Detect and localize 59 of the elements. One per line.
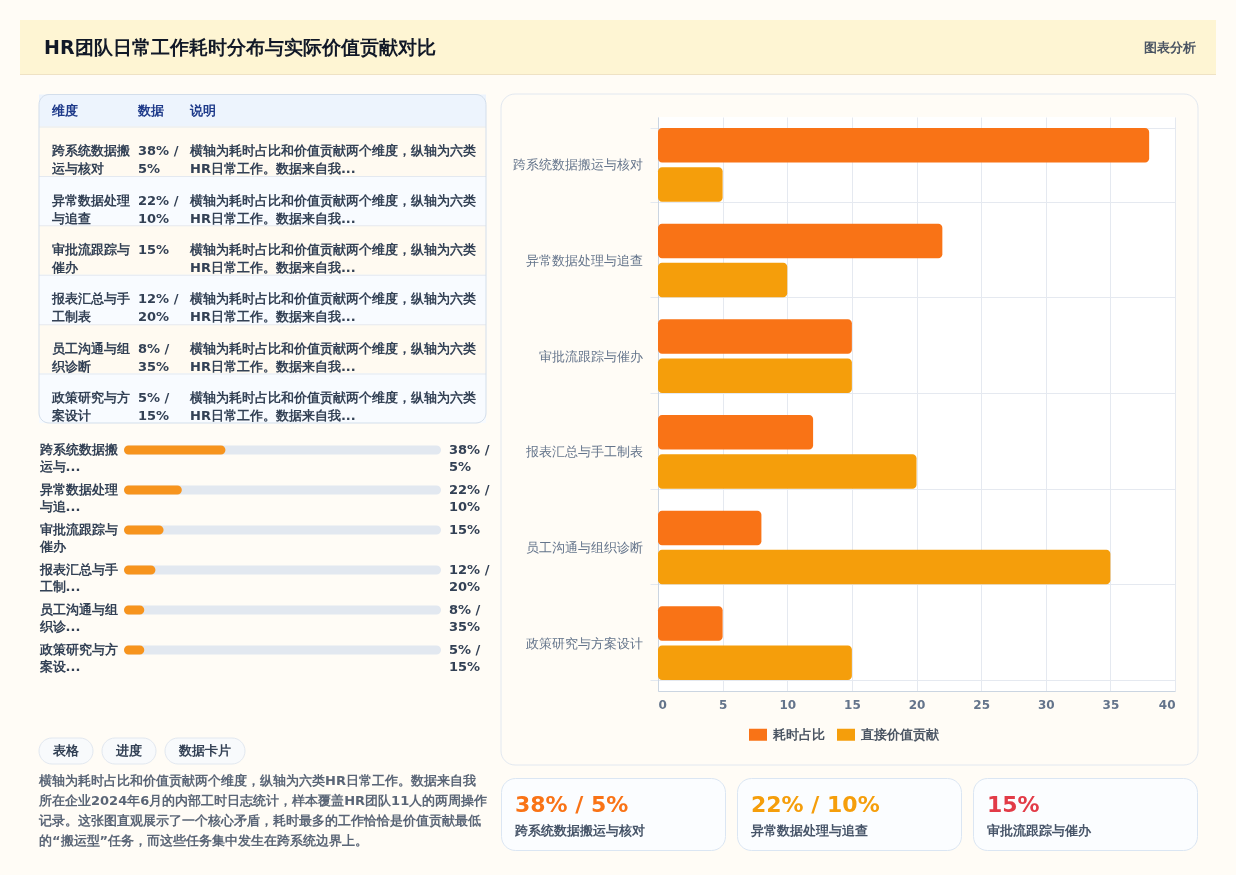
x-tick-label: 20 [908, 697, 926, 712]
text: 22% / 10% [449, 482, 490, 514]
y-tick-label: 审批流跟踪与催办 [38, 522, 118, 554]
y-tick-label: 报表汇总与手工制表 [524, 444, 643, 460]
y-tick-label: 报表汇总与手工制... [38, 562, 118, 594]
text: 22% / 10% [751, 792, 880, 817]
text: 横轴为耗时占比和价值贡献两个维度，纵轴为六类HR日常工作。数据来自我所在企业2024年6月的内部工时日志统计，样本覆盖HR团队11人的两周操作记录。这张图直观展示了一个核心矛盾，耗时最多的工作恰恰是价值贡献最低的“搬运型”任务，而这些任务集中发生在跨系统边界上。 [38, 773, 488, 848]
text: 15% [987, 792, 1040, 817]
x-tick-label: 30 [1037, 697, 1055, 712]
text: 15% [449, 522, 481, 537]
text: 图表分析 [1144, 39, 1196, 55]
y-tick-label: 政策研究与方案设计 [525, 635, 643, 651]
text: 38% / 5% [138, 143, 179, 177]
text: 22% / 10% [138, 192, 179, 226]
legend-label: 直接价值贡献 [859, 726, 940, 742]
text: 横轴为耗时占比和价值贡献两个维度，纵轴为六类HR日常工作。数据来自我... [190, 291, 476, 325]
y-tick-label: 员工沟通与组织诊... [38, 602, 118, 634]
y-tick-label: 政策研究与方案设... [38, 642, 118, 674]
x-tick-label: 10 [779, 697, 797, 712]
x-tick-label: 35 [1102, 697, 1120, 712]
text: 横轴为耗时占比和价值贡献两个维度，纵轴为六类HR日常工作。数据来自我... [190, 143, 476, 177]
bar [124, 485, 182, 495]
text: 38% / 5% [515, 792, 629, 817]
category-label: 数据 [137, 102, 164, 118]
x-tick-label: 0 [658, 697, 667, 712]
y-tick-label: 跨系统数据搬运与... [38, 442, 119, 474]
text: 异常数据处理与追查 [750, 823, 868, 838]
legend-label: 耗时占比 [771, 726, 825, 742]
text: 5% / 15% [449, 642, 481, 674]
text: 8% / 35% [138, 340, 170, 374]
text: 横轴为耗时占比和价值贡献两个维度，纵轴为六类HR日常工作。数据来自我... [190, 390, 476, 424]
text: 12% / 20% [449, 562, 490, 594]
y-tick-label: 审批流跟踪与催办 [538, 348, 643, 364]
text: 横轴为耗时占比和价值贡献两个维度，纵轴为六类HR日常工作。数据来自我... [190, 192, 476, 226]
text: 数据卡片 [178, 743, 231, 758]
bar [124, 445, 226, 455]
bar [124, 525, 164, 535]
text: 12% / 20% [138, 291, 179, 325]
y-tick-label: 员工沟通与组织诊断 [525, 540, 643, 555]
text: 表格 [52, 743, 80, 758]
category-label: 维度 [51, 102, 78, 118]
text: 15% [138, 242, 170, 258]
x-tick-label: 5 [718, 697, 728, 712]
category-label: 说明 [189, 102, 216, 118]
y-tick-label: 异常数据处理与追... [38, 482, 118, 514]
x-tick-label: 15 [844, 697, 861, 712]
text: 8% / 35% [449, 602, 481, 634]
text: HR团队日常工作耗时分布与实际价值贡献对比 [44, 35, 436, 58]
text: 5% / [138, 390, 170, 406]
text: 横轴为耗时占比和价值贡献两个维度，纵轴为六类HR日常工作。数据来自我... [190, 340, 476, 374]
text: 审批流跟踪与催办 [987, 823, 1092, 838]
text: 进度 [115, 743, 142, 758]
y-tick-label: 跨系统数据搬运与核对 [512, 157, 643, 173]
x-tick-label: 40 [1158, 697, 1176, 712]
text: 横轴为耗时占比和价值贡献两个维度，纵轴为六类HR日常工作。数据来自我... [190, 242, 476, 276]
x-tick-label: 25 [973, 697, 990, 712]
text: 15% [138, 408, 170, 424]
text: 38% / 5% [449, 442, 490, 474]
y-tick-label: 异常数据处理与追查 [525, 253, 643, 268]
